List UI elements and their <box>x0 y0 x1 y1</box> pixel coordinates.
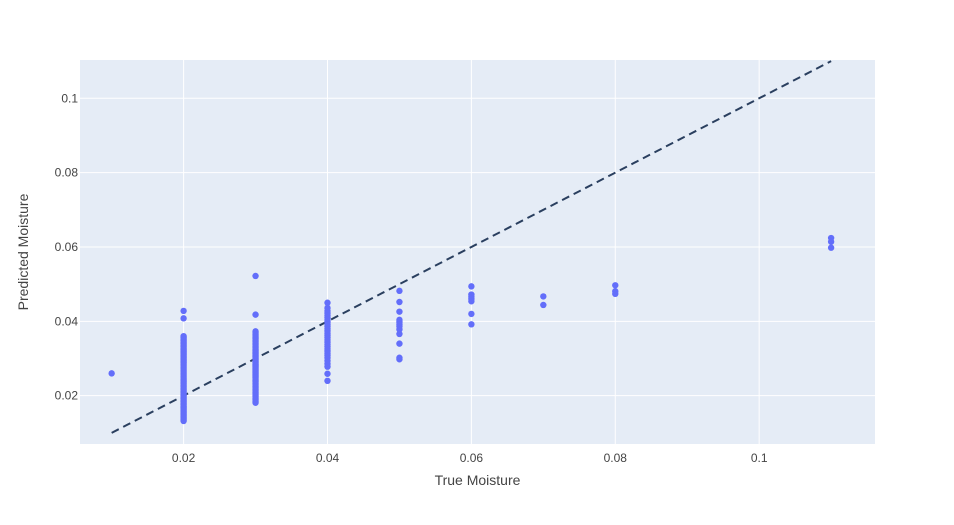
data-point <box>396 298 403 306</box>
data-point <box>324 377 331 385</box>
y-gridlines <box>80 97 875 397</box>
data-point <box>324 299 331 306</box>
data-point <box>612 290 619 298</box>
data-point <box>252 399 259 406</box>
reference-line <box>111 60 832 434</box>
data-point <box>612 282 619 289</box>
x-tick-labels: 0.02 0.04 0.06 0.08 0.1 <box>172 451 768 465</box>
data-point <box>827 238 835 245</box>
y-tick-label: 0.1 <box>61 91 78 105</box>
y-tick-label: 0.06 <box>55 240 79 254</box>
data-point <box>396 308 403 315</box>
data-point <box>180 307 187 315</box>
data-point <box>396 326 403 333</box>
data-point <box>396 330 403 338</box>
x-tick-label: 0.08 <box>604 451 628 465</box>
data-point <box>827 244 835 251</box>
data-point <box>324 363 331 370</box>
data-point <box>108 370 115 377</box>
data-point <box>468 298 475 305</box>
plot-background <box>80 60 875 444</box>
data-point <box>396 356 403 363</box>
data-point <box>468 310 475 318</box>
reference-line-group <box>111 60 832 434</box>
y-tick-label: 0.04 <box>55 314 79 328</box>
data-point <box>252 311 259 318</box>
data-point <box>252 272 259 280</box>
data-point <box>540 293 547 300</box>
y-tick-label: 0.08 <box>55 166 79 180</box>
y-tick-label: 0.02 <box>55 389 79 403</box>
data-points <box>108 234 835 425</box>
x-tick-label: 0.04 <box>316 451 340 465</box>
data-point <box>396 340 403 347</box>
x-tick-label: 0.1 <box>751 451 768 465</box>
x-tick-label: 0.06 <box>460 451 484 465</box>
data-point <box>180 417 187 425</box>
y-axis-title: Predicted Moisture <box>15 193 31 310</box>
data-point <box>396 287 403 295</box>
x-tick-label: 0.02 <box>172 451 196 465</box>
x-axis-title: True Moisture <box>435 472 521 488</box>
data-point <box>180 315 187 322</box>
data-point <box>324 370 331 377</box>
data-point <box>468 321 475 328</box>
data-point <box>540 301 547 309</box>
y-tick-labels: 0.02 0.04 0.06 0.08 0.1 <box>55 91 79 402</box>
data-point <box>468 283 475 290</box>
